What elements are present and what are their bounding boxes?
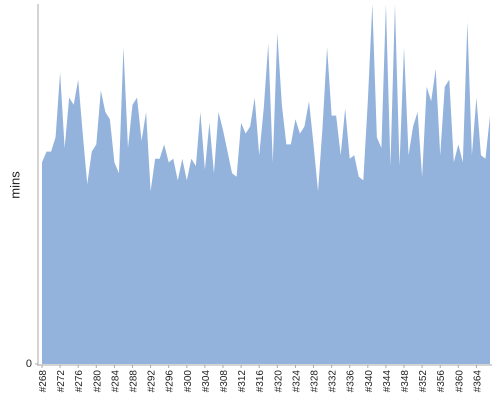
- x-tick-label: #284: [110, 370, 121, 393]
- area: [42, 4, 490, 364]
- x-tick-label: #324: [291, 370, 302, 393]
- x-tick-label: #312: [237, 370, 248, 393]
- x-tick-label: #296: [165, 370, 176, 393]
- x-tick-label: #328: [310, 370, 321, 393]
- y-axis-label: mins: [7, 171, 22, 199]
- x-tick-label: #356: [436, 370, 447, 393]
- y-tick-label: 0: [26, 358, 32, 370]
- x-tick-label: #304: [201, 370, 212, 393]
- x-tick-label: #288: [129, 370, 140, 393]
- x-tick-label: #316: [255, 370, 266, 393]
- x-tick-label: #344: [382, 370, 393, 393]
- x-tick-label: #276: [74, 370, 85, 393]
- x-tick-label: #268: [38, 370, 49, 393]
- x-tick-label: #364: [472, 370, 483, 393]
- x-tick-label: #336: [346, 370, 357, 393]
- x-tick-label: #308: [219, 370, 230, 393]
- x-tick-label: #300: [183, 370, 194, 393]
- x-tick-label: #292: [147, 370, 158, 393]
- x-tick-label: #340: [364, 370, 375, 393]
- x-tick-label: #272: [56, 370, 67, 393]
- x-tick-label: #320: [273, 370, 284, 393]
- x-tick-label: #360: [454, 370, 465, 393]
- x-tick-label: #280: [92, 370, 103, 393]
- x-tick-label: #332: [328, 370, 339, 393]
- x-tick-label: #352: [418, 370, 429, 393]
- x-tick-label: #348: [400, 370, 411, 393]
